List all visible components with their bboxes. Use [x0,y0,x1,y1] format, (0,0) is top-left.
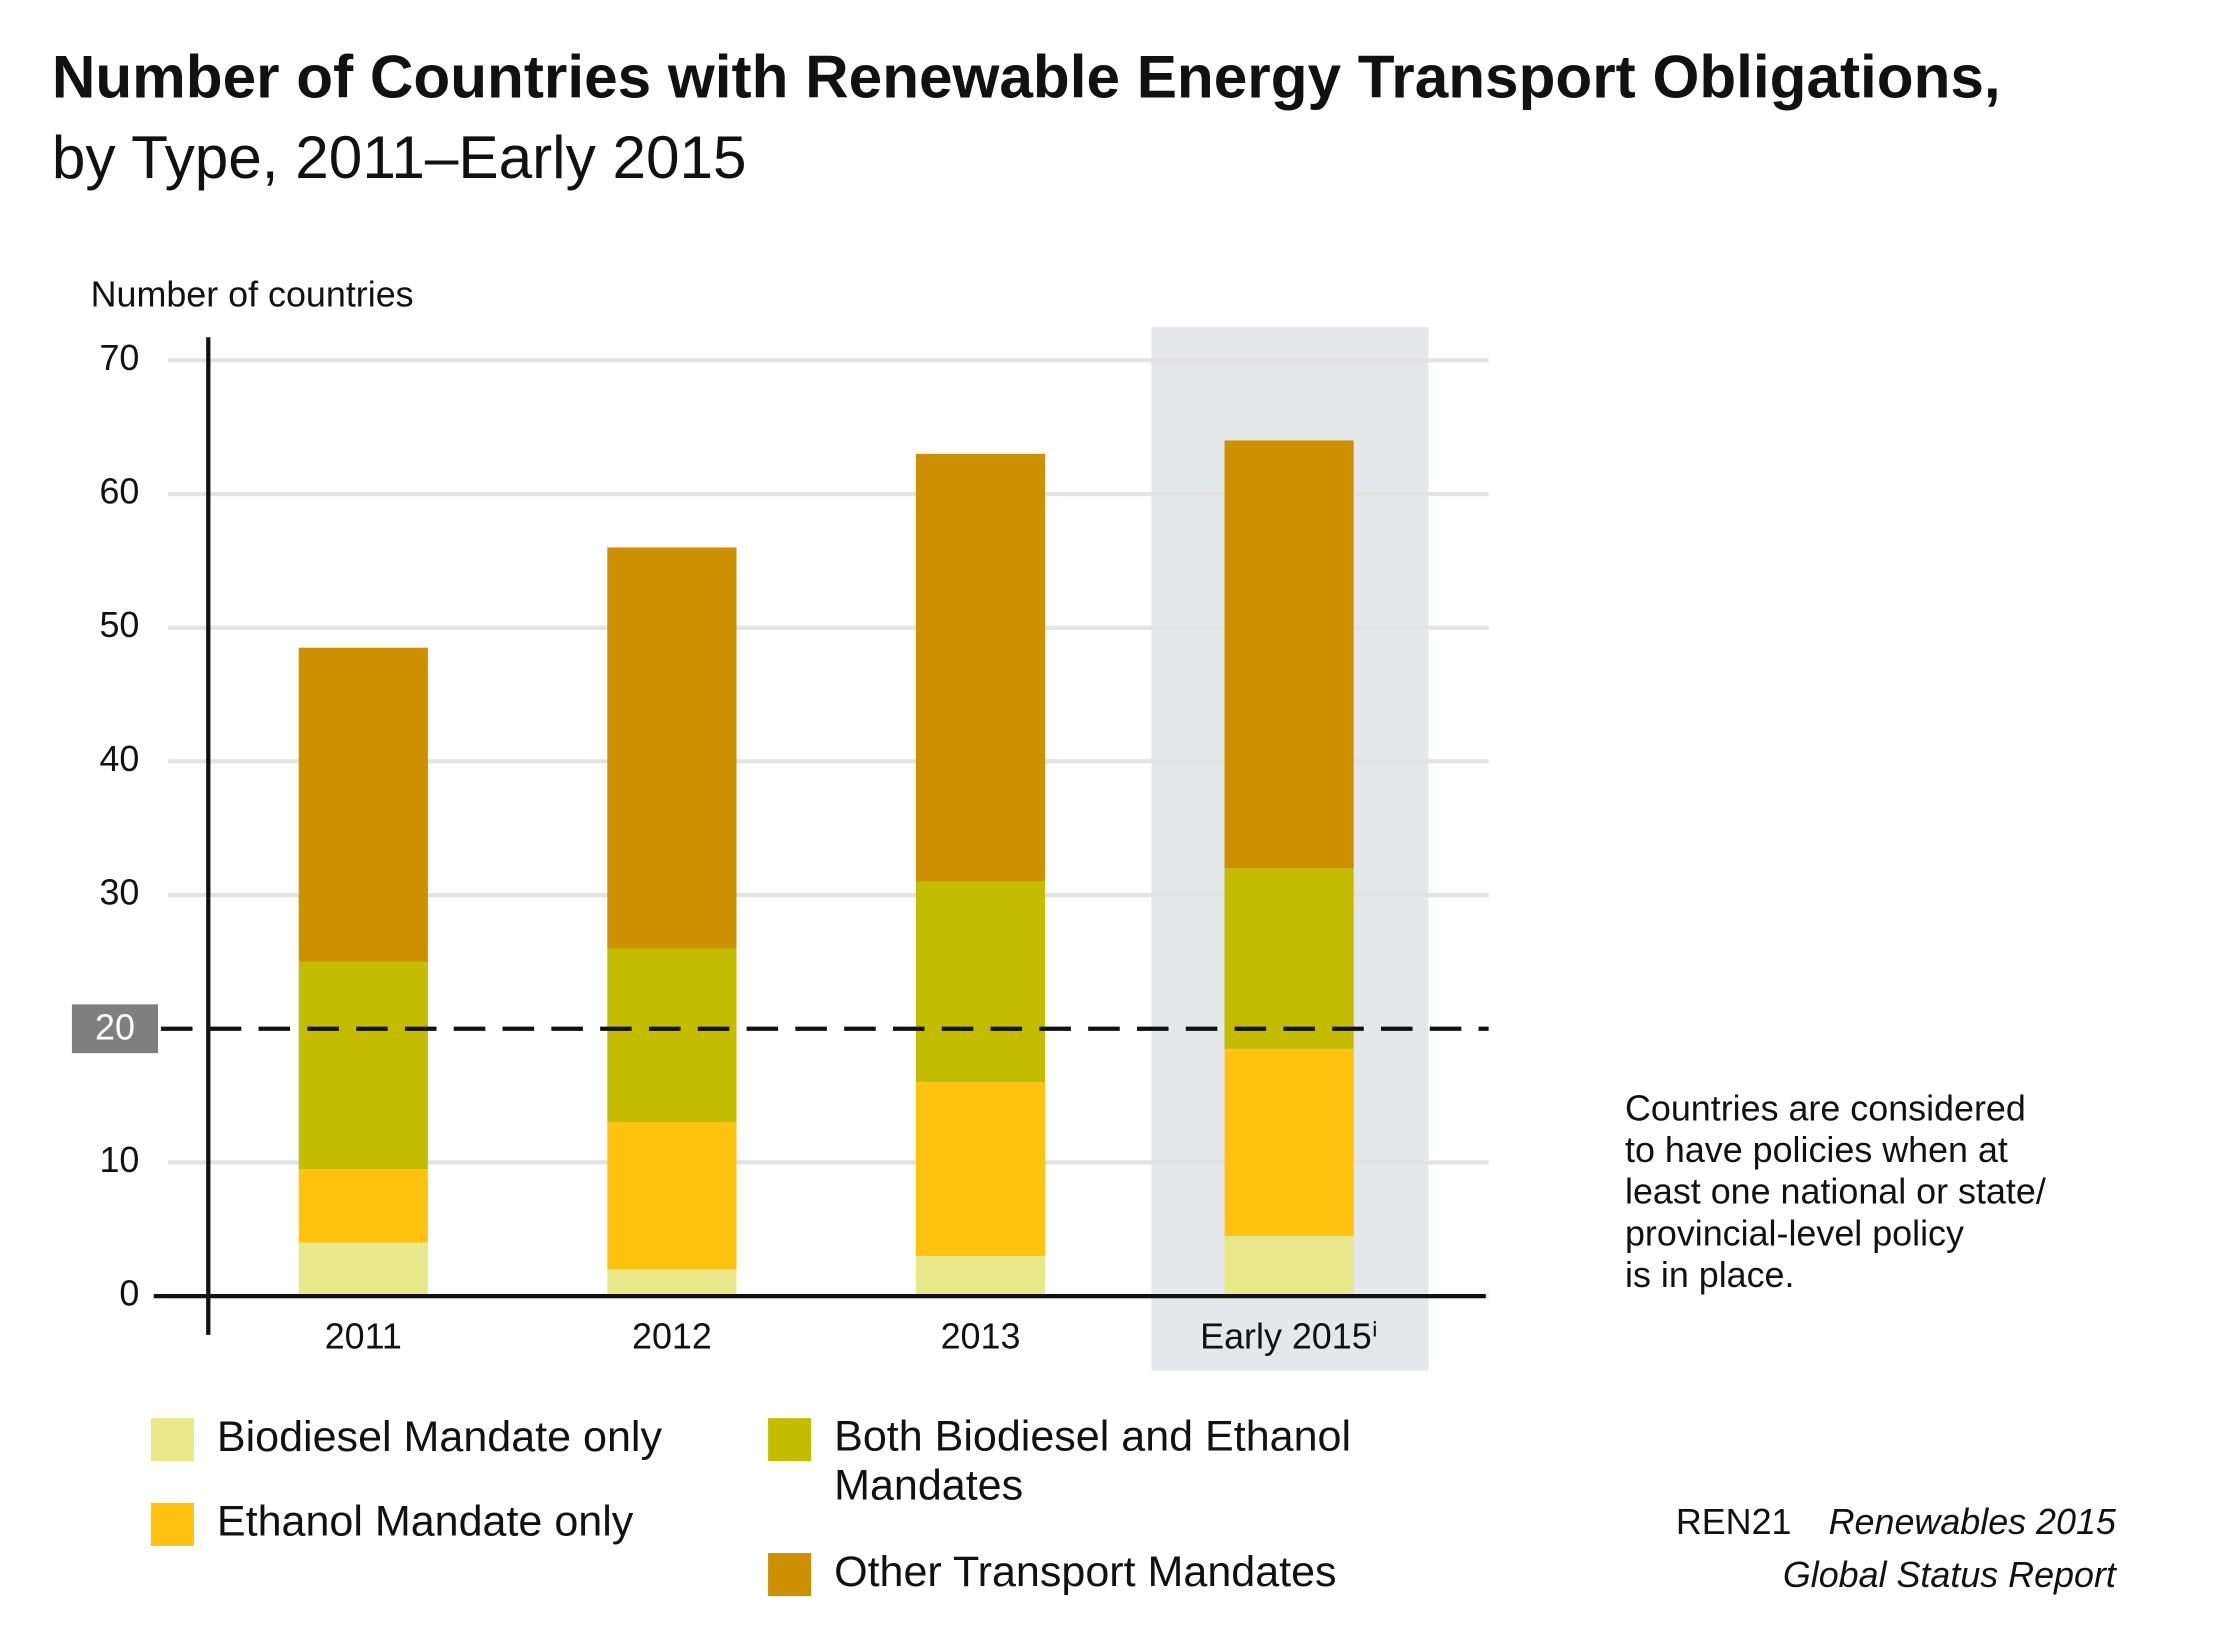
legend-label: Ethanol Mandate only [217,1498,634,1546]
y-tick-label: 60 [99,471,139,511]
legend-swatch [150,1502,194,1546]
bar-segment [607,1269,737,1297]
chart-title: Number of Countries with Renewable Energ… [52,43,2001,111]
bar-segment [1224,868,1354,1049]
x-tick-label: 2013 [941,1317,1021,1357]
bar-segment [607,547,737,949]
y-tick-label: 30 [99,873,139,913]
note-line: Countries are considered [1625,1088,2026,1128]
bar-segment [298,1242,428,1297]
legend-label: Both Biodiesel and Ethanol Mandates [834,1413,1351,1510]
bar-segment [1224,1235,1354,1297]
bar-segment [298,961,428,1170]
bar-segment [915,1256,1046,1297]
x-tick-label: Early 2015ⁱ [1200,1317,1378,1357]
bar-segment [298,1169,428,1243]
note-line: least one national or state/ [1625,1172,2046,1212]
source-subtitle: Global Status Report [1783,1555,2118,1595]
y-tick-label: 0 [119,1274,139,1314]
reference-label: 20 [95,1008,135,1048]
x-tick-label: 2012 [632,1317,712,1357]
legend-label: Other Transport Mandates [834,1548,1336,1596]
y-tick-label: 10 [99,1140,139,1180]
note-line: to have policies when at [1625,1130,2008,1170]
legend-swatch [768,1553,812,1597]
legend-swatch [150,1418,194,1462]
bar-segment [607,948,737,1123]
legend-swatch [768,1418,812,1462]
y-axis-label: Number of countries [91,275,414,315]
source-title: Renewables 2015 [1829,1502,2117,1542]
bar-segment [607,1122,737,1270]
y-tick-label: 50 [99,605,139,645]
chart-subtitle: by Type, 2011–Early 2015 [52,123,747,191]
bar-segment [298,647,428,962]
bar-segment [1224,1048,1354,1236]
y-tick-label: 40 [99,739,139,779]
y-tick-label: 70 [99,338,139,378]
bar-segment [915,1082,1046,1257]
legend-label: Biodiesel Mandate only [217,1413,663,1461]
bar-segment [915,881,1046,1083]
note-line: is in place. [1625,1255,1794,1295]
x-tick-label: 2011 [325,1317,402,1357]
source-org: REN21 [1676,1502,1792,1542]
note-line: provincial-level policy [1625,1213,1964,1253]
bar-segment [915,453,1046,882]
reference-label-box [71,1004,159,1054]
bar-segment [1224,440,1354,869]
